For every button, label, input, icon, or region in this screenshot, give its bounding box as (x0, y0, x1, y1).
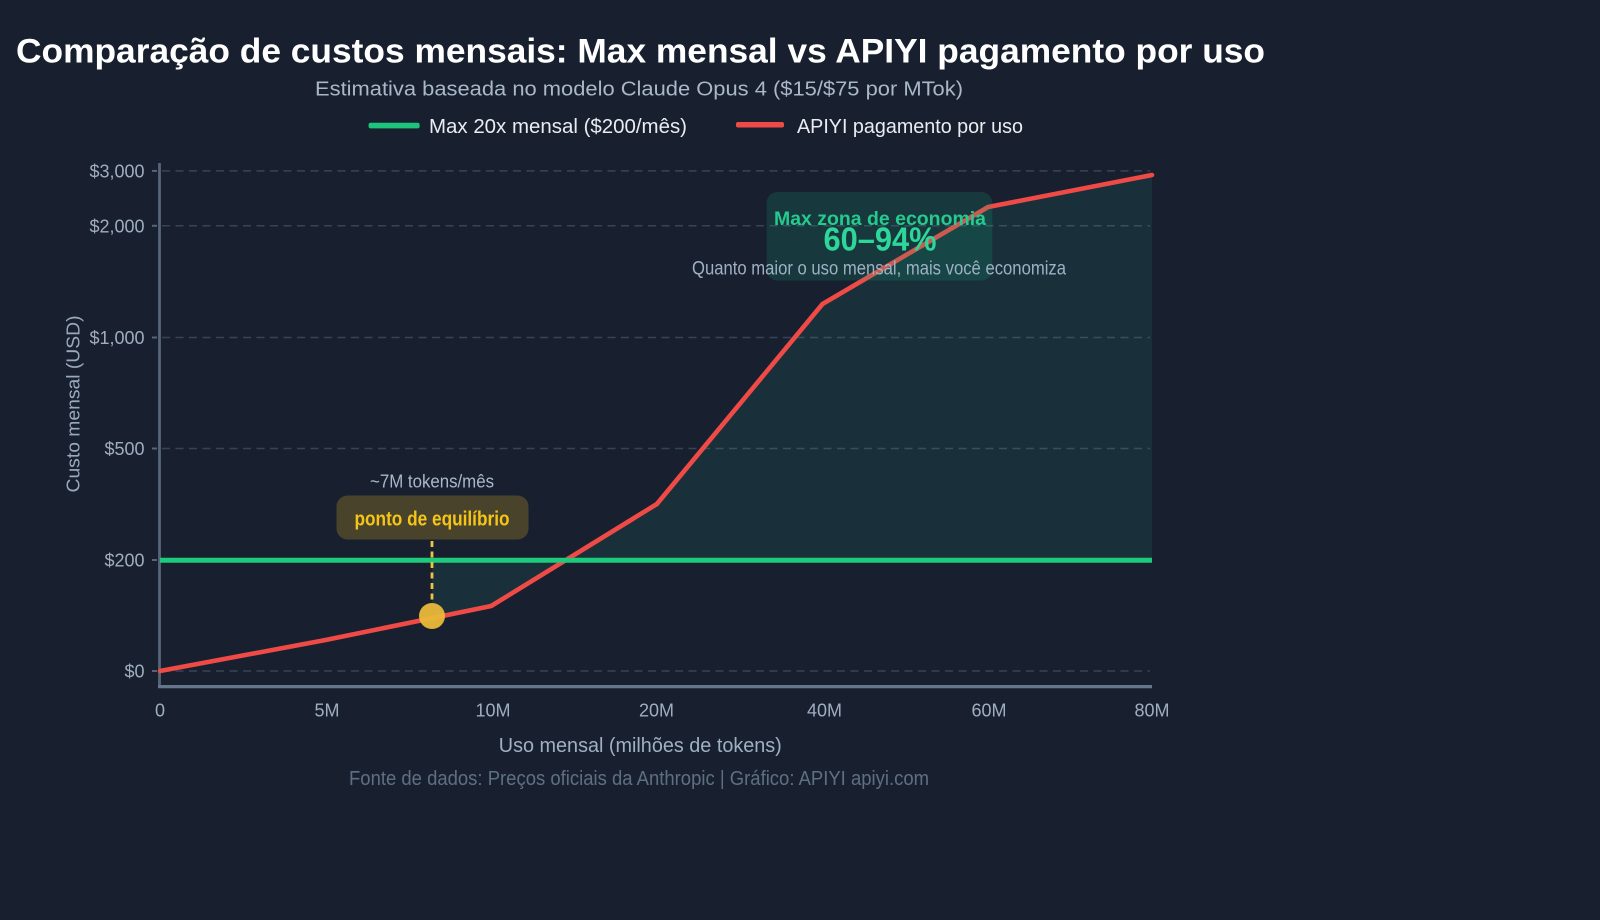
svg-text:Max zona de economia: Max zona de economia (774, 208, 986, 230)
svg-text:Custo mensal (USD): Custo mensal (USD) (64, 316, 84, 493)
svg-text:Estimativa baseada no modelo C: Estimativa baseada no modelo Claude Opus… (315, 79, 963, 101)
svg-text:$3,000: $3,000 (89, 161, 144, 181)
svg-text:20M: 20M (639, 701, 674, 721)
svg-text:$500: $500 (104, 439, 144, 459)
svg-text:80M: 80M (1134, 701, 1169, 721)
svg-text:60M: 60M (971, 701, 1006, 721)
svg-text:ponto de equilíbrio: ponto de equilíbrio (355, 508, 510, 530)
svg-text:APIYI pagamento por uso: APIYI pagamento por uso (797, 116, 1023, 138)
svg-text:60–94%: 60–94% (824, 220, 937, 257)
svg-text:Max 20x mensal ($200/mês): Max 20x mensal ($200/mês) (429, 116, 687, 138)
svg-text:5M: 5M (314, 701, 339, 721)
svg-text:Quanto maior o uso mensal, mai: Quanto maior o uso mensal, mais você eco… (692, 259, 1066, 280)
svg-text:$1,000: $1,000 (89, 328, 144, 348)
svg-text:Uso mensal (milhões de tokens): Uso mensal (milhões de tokens) (499, 735, 782, 757)
svg-text:$0: $0 (124, 662, 144, 682)
svg-text:Fonte de dados: Preços oficiai: Fonte de dados: Preços oficiais da Anthr… (349, 768, 929, 790)
svg-text:10M: 10M (475, 701, 510, 721)
svg-text:~7M tokens/mês: ~7M tokens/mês (370, 471, 494, 491)
svg-text:Comparação de custos mensais:: Comparação de custos mensais: Max mensal… (16, 32, 1265, 70)
svg-text:40M: 40M (807, 701, 842, 721)
svg-text:$200: $200 (104, 551, 144, 571)
svg-text:0: 0 (155, 701, 165, 721)
svg-text:$2,000: $2,000 (89, 216, 144, 236)
